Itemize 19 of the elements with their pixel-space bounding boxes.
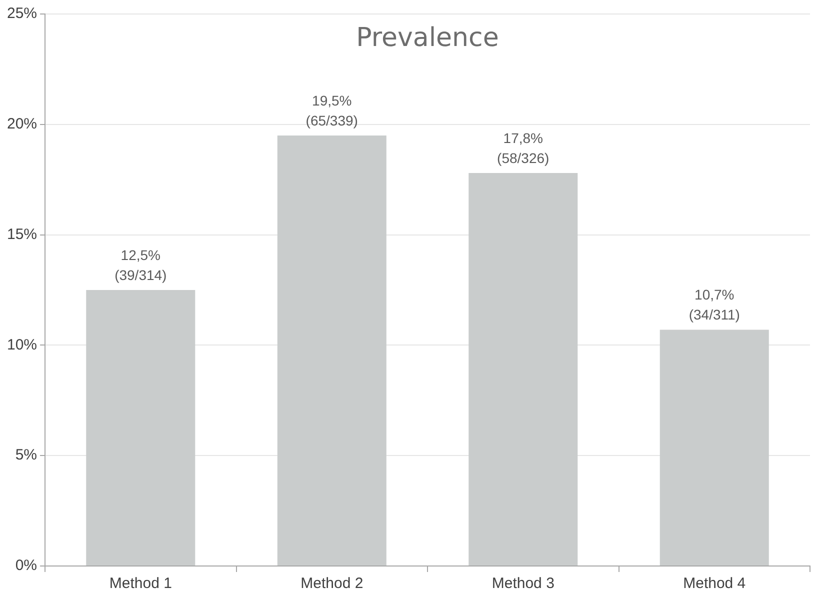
bar	[277, 135, 386, 566]
data-label: 19,5% (65/339)	[306, 92, 358, 128]
x-tick-label: Method 2	[300, 575, 364, 592]
chart-title: Prevalence	[356, 23, 499, 53]
x-tick-label: Method 1	[109, 575, 172, 592]
bar	[468, 172, 578, 566]
x-tick-label: Method 4	[683, 575, 746, 592]
y-tick-label: 0%	[15, 557, 38, 574]
y-tick-label: 25%	[6, 5, 38, 22]
data-label: 17,8% (58/326)	[497, 130, 550, 166]
bar	[660, 330, 769, 566]
y-tick-label: 5%	[15, 446, 38, 464]
y-tick-label: 20%	[6, 116, 38, 133]
y-tick-label: 10%	[6, 336, 38, 354]
data-label: 10,7% (34/311)	[688, 286, 740, 323]
data-label: 12,5% (39/314)	[114, 247, 167, 283]
x-tick-label: Method 3	[492, 575, 554, 592]
y-tick-label: 15%	[6, 226, 38, 243]
bar	[86, 290, 196, 566]
